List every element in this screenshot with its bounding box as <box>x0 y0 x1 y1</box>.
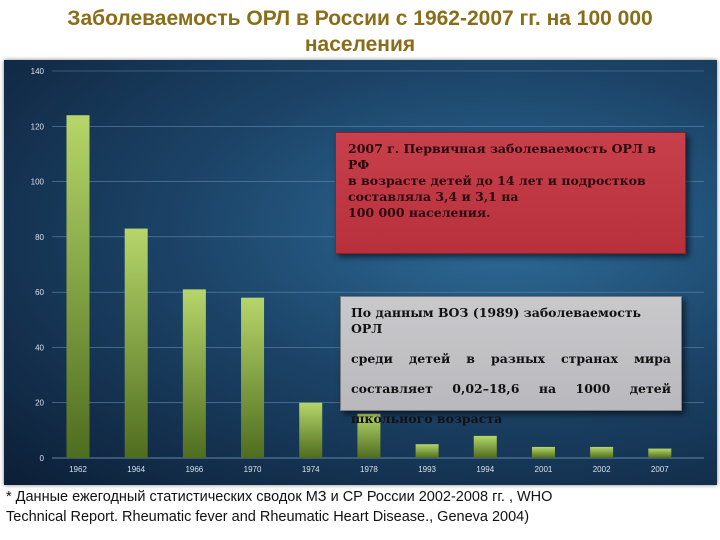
y-tick-label: 140 <box>31 67 45 76</box>
x-tick-label: 1994 <box>476 465 494 474</box>
y-tick-label: 80 <box>35 233 44 242</box>
info-box-who-word: в <box>466 351 475 366</box>
chart-title: Заболеваемость ОРЛ в России с 1962-2007 … <box>0 6 720 58</box>
x-tick-label: 1978 <box>360 465 378 474</box>
chart-panel: 0 20 40 60 80 100 120 140 1962 1964 1966 1970 1974 1… <box>4 60 717 485</box>
info-box-russia-line: в возрасте детей до 14 лет и подростков <box>348 173 646 188</box>
info-box-who-line2: среди детей в разных странах мира <box>351 351 671 367</box>
bar-1966 <box>182 289 206 458</box>
chart-title-line1: Заболеваемость ОРЛ в России с 1962-2007 … <box>67 7 653 30</box>
info-box-who-word: детей <box>629 381 671 396</box>
source-footnote-line2: Technical Report. Rheumatic fever and Rh… <box>6 509 530 525</box>
y-tick-label: 100 <box>31 178 45 187</box>
info-box-who-word: среди <box>351 351 393 366</box>
info-box-who-word: на <box>538 381 557 396</box>
bar-1962 <box>66 115 90 458</box>
info-box-who-word: составляет <box>351 381 433 396</box>
info-box-who: По данным ВОЗ (1989) заболеваемость ОРЛ … <box>340 296 682 426</box>
bar-1974 <box>299 402 323 458</box>
info-box-who-word: мира <box>633 351 671 366</box>
bar-2007 <box>648 448 672 458</box>
x-tick-label: 1964 <box>127 465 145 474</box>
x-tick-label: 1962 <box>69 465 87 474</box>
bar-chart: 0 20 40 60 80 100 120 140 1962 1964 1966 1970 1974 1… <box>31 67 704 474</box>
x-tick-label: 1966 <box>185 465 203 474</box>
info-box-russia: 2007 г. Первичная заболеваемость ОРЛ в Р… <box>335 132 686 254</box>
bar-2001 <box>531 446 555 458</box>
source-footnote-line1: * Данные ежегодный статистических сводок… <box>6 489 553 505</box>
info-box-who-line3: составляет 0,02–18,6 на 1000 детей <box>351 381 671 397</box>
info-box-who-word: 1000 <box>575 381 611 396</box>
x-tick-label: 1970 <box>244 465 262 474</box>
info-box-who-word: странах <box>561 351 618 366</box>
info-box-russia-line: 100 000 населения. <box>348 205 491 220</box>
info-box-russia-line: 2007 г. Первичная заболеваемость ОРЛ в Р… <box>348 141 656 172</box>
info-box-who-line1: По данным ВОЗ (1989) заболеваемость ОРЛ <box>351 305 671 337</box>
y-tick-label: 0 <box>40 454 45 463</box>
info-box-who-text: По данным ВОЗ (1989) заболеваемость ОРЛ <box>351 305 642 336</box>
bar-1993 <box>415 444 439 458</box>
info-box-who-word: 0,02–18,6 <box>452 381 520 396</box>
x-tick-label: 2007 <box>651 465 669 474</box>
info-box-russia-line: составляла 3,4 и 3,1 на <box>348 189 519 204</box>
bar-1978 <box>357 413 381 458</box>
y-tick-label: 60 <box>35 288 44 297</box>
info-box-who-line4: школьного возраста <box>351 411 671 427</box>
y-tick-label: 20 <box>35 399 44 408</box>
bar-1994 <box>473 435 497 458</box>
source-footnote: * Данные ежегодный статистических сводок… <box>6 487 718 527</box>
x-tick-label: 2001 <box>535 465 553 474</box>
x-tick-label: 2002 <box>593 465 611 474</box>
chart-title-line2: населения <box>304 33 416 56</box>
info-box-who-text: школьного возраста <box>351 411 503 426</box>
bar-1964 <box>124 228 148 458</box>
y-tick-label: 40 <box>35 343 44 352</box>
x-tick-label: 1974 <box>302 465 320 474</box>
y-tick-label: 120 <box>31 122 45 131</box>
info-box-who-word: детей <box>408 351 451 366</box>
info-box-who-word: разных <box>491 351 545 366</box>
bar-2002 <box>590 446 614 458</box>
x-tick-label: 1993 <box>418 465 436 474</box>
bar-1970 <box>241 297 265 458</box>
